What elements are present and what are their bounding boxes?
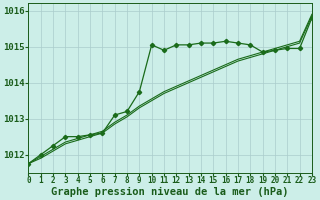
X-axis label: Graphe pression niveau de la mer (hPa): Graphe pression niveau de la mer (hPa) — [52, 186, 289, 197]
